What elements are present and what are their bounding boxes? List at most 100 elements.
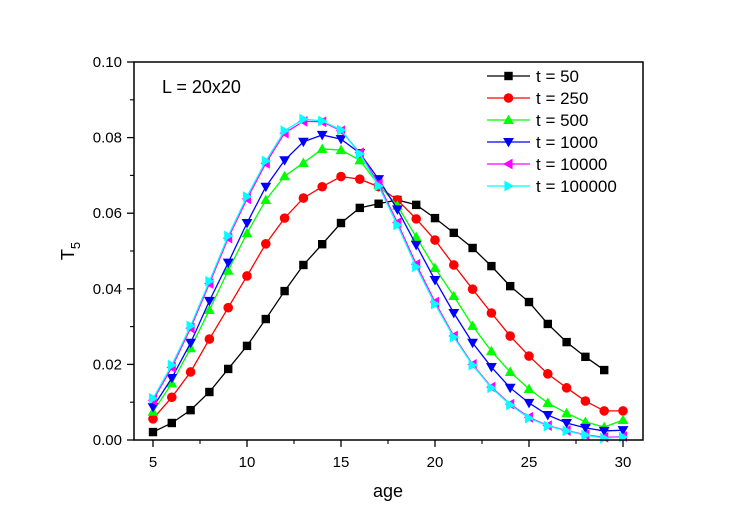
annotation-lattice-size: L = 20x20 xyxy=(162,77,241,97)
data-point-marker xyxy=(355,203,364,213)
legend-item: t = 100000 xyxy=(487,177,617,196)
data-point-marker xyxy=(242,341,252,351)
data-point-marker xyxy=(204,304,215,315)
data-point-marker xyxy=(260,182,272,193)
data-point-marker xyxy=(486,308,497,318)
data-point-marker xyxy=(543,420,554,432)
series-line xyxy=(152,199,605,433)
data-point-marker xyxy=(279,213,290,223)
data-point-marker xyxy=(261,155,272,167)
data-point-marker xyxy=(373,175,384,185)
legend-label: t = 100000 xyxy=(536,177,617,196)
series-50 xyxy=(148,195,609,437)
data-point-marker xyxy=(562,425,572,437)
x-axis-title: age xyxy=(373,481,403,501)
data-point-marker xyxy=(185,338,196,349)
data-point-marker xyxy=(316,143,328,153)
data-point-marker xyxy=(148,427,158,437)
data-point-marker xyxy=(279,170,290,181)
legend-label: t = 250 xyxy=(536,89,588,108)
data-point-marker xyxy=(260,194,272,205)
data-point-marker xyxy=(430,213,440,223)
legend: t = 50 t = 250 t = 500 t = 1000 t = 10000 t =… xyxy=(487,67,617,196)
data-point-marker xyxy=(523,398,535,409)
x-tick-label: 25 xyxy=(521,454,538,471)
data-point-marker xyxy=(542,397,554,408)
data-point-marker xyxy=(468,243,477,253)
data-point-marker xyxy=(504,71,513,81)
data-point-marker xyxy=(449,228,458,238)
y-tick-label: 0.04 xyxy=(93,281,122,298)
series-1000 xyxy=(147,130,629,437)
data-point-marker xyxy=(393,219,403,231)
y-tick-label: 0.02 xyxy=(93,356,122,373)
legend-item: t = 250 xyxy=(487,89,588,108)
data-point-marker xyxy=(503,114,514,125)
data-point-marker xyxy=(241,218,253,229)
data-point-marker xyxy=(429,262,441,273)
y-tick-label: 0.06 xyxy=(93,205,122,222)
data-point-marker xyxy=(242,271,252,281)
data-point-marker xyxy=(468,359,478,371)
data-point-marker xyxy=(524,412,535,424)
data-point-marker xyxy=(600,432,610,444)
data-point-marker xyxy=(354,154,366,165)
data-point-marker xyxy=(186,405,195,415)
data-point-marker xyxy=(299,113,309,125)
data-point-marker xyxy=(186,320,196,332)
data-point-marker xyxy=(429,276,441,286)
data-point-marker xyxy=(504,383,516,394)
data-point-marker xyxy=(279,156,290,166)
data-point-marker xyxy=(335,135,347,145)
data-point-marker xyxy=(430,298,441,310)
data-point-marker xyxy=(298,193,309,203)
data-point-marker xyxy=(147,403,159,413)
data-point-marker xyxy=(430,235,440,245)
series-layer xyxy=(147,113,629,444)
data-point-marker xyxy=(561,418,572,429)
data-point-marker xyxy=(581,429,591,441)
data-point-marker xyxy=(523,383,535,394)
data-point-marker xyxy=(580,396,591,406)
data-point-marker xyxy=(318,239,327,249)
data-point-marker xyxy=(336,218,346,228)
data-point-marker xyxy=(410,240,422,251)
data-point-marker xyxy=(505,331,515,341)
data-point-marker xyxy=(280,286,289,296)
data-point-marker xyxy=(524,351,534,361)
data-point-marker xyxy=(467,338,478,349)
data-point-marker xyxy=(503,158,513,170)
data-point-marker xyxy=(543,319,552,329)
legend-label: t = 10000 xyxy=(536,155,607,174)
data-point-marker xyxy=(618,406,628,416)
data-point-marker xyxy=(561,407,572,418)
data-point-marker xyxy=(448,290,460,301)
legend-label: t = 500 xyxy=(536,111,588,130)
data-point-marker xyxy=(148,414,158,424)
axes-layer: 5 10 15 20 25 30 0.00 0.02 0.04 0.06 0.08 0.10 xyxy=(93,54,632,471)
legend-item: t = 10000 xyxy=(487,155,607,174)
data-point-marker xyxy=(261,314,270,324)
data-point-marker xyxy=(448,308,460,319)
data-point-marker xyxy=(167,359,178,371)
data-point-marker xyxy=(167,392,177,403)
data-point-marker xyxy=(411,214,422,224)
legend-label: t = 1000 xyxy=(536,133,598,152)
y-axis-title: T5 xyxy=(58,242,83,260)
data-point-marker xyxy=(542,411,554,421)
data-point-marker xyxy=(335,144,347,155)
x-tick-label: 20 xyxy=(427,454,444,471)
data-point-marker xyxy=(222,265,234,275)
data-point-marker xyxy=(412,200,421,210)
data-point-marker xyxy=(412,261,422,273)
x-tick-label: 10 xyxy=(239,454,256,471)
data-point-marker xyxy=(224,230,234,242)
y-tick-label: 0.00 xyxy=(93,432,122,449)
data-point-marker xyxy=(503,137,514,148)
legend-item: t = 500 xyxy=(487,111,588,130)
data-point-marker xyxy=(506,399,516,411)
data-point-marker xyxy=(617,426,629,436)
data-point-marker xyxy=(298,137,309,148)
data-point-marker xyxy=(148,393,159,404)
data-point-marker xyxy=(167,418,176,428)
